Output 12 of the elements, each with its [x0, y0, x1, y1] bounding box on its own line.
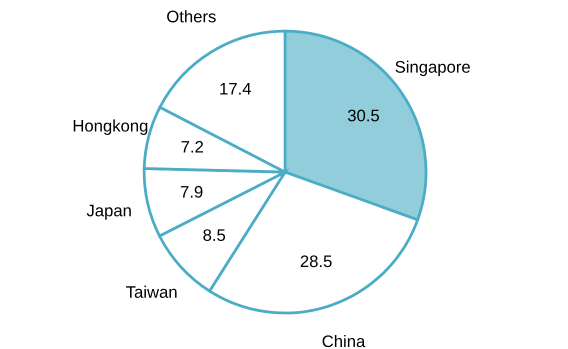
slice-label: Japan: [86, 204, 131, 220]
slice-label: Taiwan: [126, 286, 177, 298]
data-label: 7.2: [182, 140, 204, 153]
slice-label: Others: [167, 10, 216, 22]
data-label: 30.5: [348, 110, 379, 122]
slice-label: Hongkong: [74, 119, 148, 135]
slice-label: Singapore: [395, 60, 470, 76]
data-label: 7.9: [180, 186, 202, 198]
data-label: 8.5: [203, 229, 226, 242]
slice-label: China: [322, 334, 366, 348]
data-label: 28.5: [300, 255, 332, 268]
data-label: 17.4: [220, 83, 251, 95]
